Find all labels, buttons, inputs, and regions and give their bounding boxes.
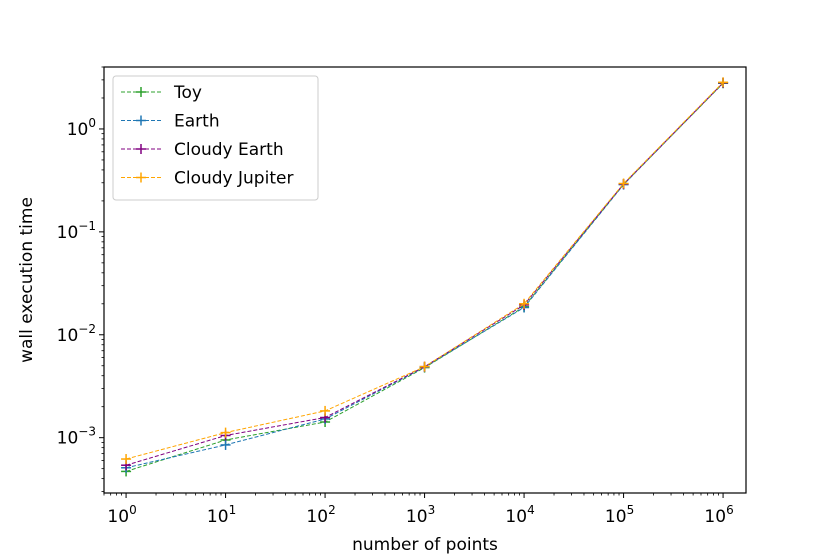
x-tick-exponent: 4	[527, 503, 535, 517]
y-tick-base: 10	[57, 326, 79, 346]
data-point	[320, 405, 331, 416]
y-tick-label: 10−3	[57, 425, 96, 449]
x-tick-exponent: 0	[129, 503, 137, 517]
x-axis-label: number of points	[352, 535, 498, 554]
legend-label: Cloudy Jupiter	[174, 169, 293, 189]
legend-item: Earth	[121, 112, 220, 132]
y-tick-base: 10	[57, 429, 79, 449]
x-tick-base: 10	[406, 507, 428, 527]
y-tick-exponent: 0	[88, 116, 96, 130]
series-cloudy-jupiter	[121, 77, 729, 465]
x-tick-exponent: 2	[328, 503, 336, 517]
x-tick-exponent: 3	[428, 503, 436, 517]
x-tick-exponent: 5	[627, 503, 635, 517]
x-tick-label: 101	[207, 503, 236, 527]
data-point	[121, 454, 132, 465]
data-point	[718, 77, 729, 88]
y-tick-label: 100	[67, 116, 96, 140]
legend-label: Toy	[173, 83, 202, 103]
x-tick-label: 103	[406, 503, 435, 527]
y-tick-exponent: −1	[78, 219, 96, 233]
x-tick-exponent: 1	[229, 503, 237, 517]
data-point	[220, 439, 231, 450]
x-tick-base: 10	[505, 507, 527, 527]
y-tick-base: 10	[57, 223, 79, 243]
y-tick-exponent: −3	[78, 425, 96, 439]
x-tick-base: 10	[107, 507, 129, 527]
x-tick-exponent: 6	[726, 503, 734, 517]
x-tick-label: 106	[704, 503, 733, 527]
data-point	[419, 361, 430, 372]
legend-box	[112, 75, 319, 201]
x-tick-base: 10	[207, 507, 229, 527]
legend-label: Cloudy Earth	[174, 140, 284, 160]
y-tick-label: 10−2	[57, 322, 96, 346]
legend-item: Cloudy Earth	[121, 140, 284, 160]
data-point	[519, 298, 530, 309]
data-point	[618, 178, 629, 189]
x-tick-label: 100	[107, 503, 136, 527]
x-tick-base: 10	[306, 507, 328, 527]
plot-frame	[103, 66, 747, 494]
series-layer	[121, 77, 729, 477]
x-tick-base: 10	[605, 507, 627, 527]
x-tick-label: 104	[505, 503, 534, 527]
y-tick-exponent: −2	[78, 322, 96, 336]
x-tick-base: 10	[704, 507, 726, 527]
y-tick-base: 10	[67, 120, 89, 140]
y-tick-label: 10−1	[57, 219, 96, 243]
y-axis-label: wall execution time	[17, 197, 37, 363]
x-tick-label: 102	[306, 503, 335, 527]
legend-item: Toy	[121, 83, 202, 103]
legend-item: Cloudy Jupiter	[121, 169, 293, 189]
legend-label: Earth	[174, 112, 220, 132]
x-tick-label: 105	[605, 503, 634, 527]
legend: Toy Earth Cloudy Earth Cloudy Jupiter	[112, 75, 319, 201]
data-point	[220, 427, 231, 438]
